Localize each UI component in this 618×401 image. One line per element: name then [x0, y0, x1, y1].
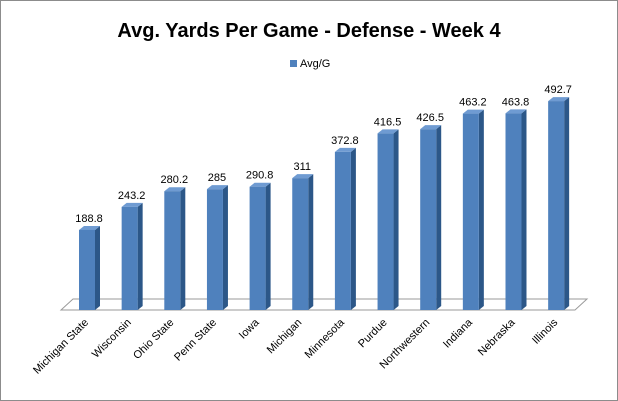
bar-4: [206, 185, 228, 310]
bar-side: [308, 174, 314, 310]
chart-title: Avg. Yards Per Game - Defense - Week 4: [117, 20, 501, 42]
data-label: 463.8: [502, 96, 530, 108]
bar-side: [564, 97, 570, 310]
bar-front: [505, 113, 522, 310]
bar-front: [206, 189, 223, 310]
bar-9: [420, 125, 442, 310]
data-label: 463.2: [459, 97, 487, 109]
data-label: 243.2: [118, 190, 146, 202]
bar-side: [222, 185, 228, 310]
bar-6: [292, 174, 314, 310]
bar-side: [95, 225, 100, 310]
bar-top: [420, 125, 442, 130]
x-tick-label: Ohio State: [131, 317, 176, 362]
data-label: 372.8: [331, 135, 359, 147]
bar-10: [462, 109, 484, 310]
bar-side: [180, 187, 186, 310]
bar-front: [548, 101, 565, 310]
chart-floor: [59, 298, 589, 311]
bar-side: [265, 182, 271, 310]
bar-front: [164, 191, 181, 310]
data-label: 285: [208, 172, 226, 184]
data-label: 416.5: [374, 116, 402, 128]
bar-side: [137, 202, 143, 310]
bar-front: [334, 151, 351, 310]
x-tick-label: Wisconsin: [90, 317, 134, 361]
bar-11: [505, 109, 527, 310]
x-tick-label: Penn State: [172, 317, 219, 364]
bar-top: [292, 174, 314, 179]
x-tick-label: Nebraska: [476, 316, 518, 358]
bar-side: [478, 109, 484, 310]
x-tick-label: Michigan State: [31, 317, 91, 377]
x-tick-label: Indiana: [441, 316, 476, 351]
data-label: 426.5: [416, 112, 444, 124]
bar-front: [292, 178, 309, 310]
legend-label: Avg/G: [300, 58, 330, 70]
data-label: 311: [293, 161, 311, 173]
bar-12: [548, 97, 570, 310]
bar-7: [334, 147, 356, 310]
bar-top: [164, 187, 186, 192]
bar-top: [377, 129, 399, 134]
data-label: 280.2: [161, 174, 189, 186]
bar-front: [121, 206, 138, 310]
data-label: 188.8: [75, 213, 103, 225]
x-tick-label: Michigan: [265, 317, 305, 357]
bar-top: [206, 185, 228, 190]
data-label: 290.8: [246, 170, 274, 182]
bar-front: [462, 113, 479, 310]
bar-front: [420, 129, 437, 310]
legend: Avg/G: [290, 58, 330, 70]
bar-3: [164, 187, 186, 310]
bar-top: [505, 109, 527, 114]
bar-front: [377, 133, 394, 310]
bar-side: [436, 125, 442, 310]
legend-swatch: [290, 60, 297, 67]
bar-side: [350, 147, 356, 310]
bar-top: [548, 97, 570, 102]
x-tick-label: Illinois: [530, 316, 560, 346]
bar-top: [249, 182, 271, 187]
bar-front: [79, 229, 95, 310]
bar-side: [393, 129, 399, 310]
bars-group: 188.8 243.2 280.2 285 290.8 311 372.8 416.5 426.…: [75, 84, 572, 310]
data-label: 492.7: [544, 84, 572, 96]
bar-top: [121, 202, 143, 207]
x-tick-label: Iowa: [237, 316, 263, 342]
bar-front: [249, 186, 266, 310]
bar-2: [121, 202, 143, 310]
bar-top: [79, 225, 100, 230]
bar-top: [462, 109, 484, 114]
bar-side: [521, 109, 527, 310]
bar-top: [334, 147, 356, 152]
bar-1: [79, 225, 100, 310]
x-tick-label: Purdue: [356, 317, 390, 351]
bar-8: [377, 129, 399, 310]
floor-plane: [59, 298, 589, 311]
bar-5: [249, 182, 271, 310]
x-tick-label: Minnesota: [303, 316, 348, 361]
